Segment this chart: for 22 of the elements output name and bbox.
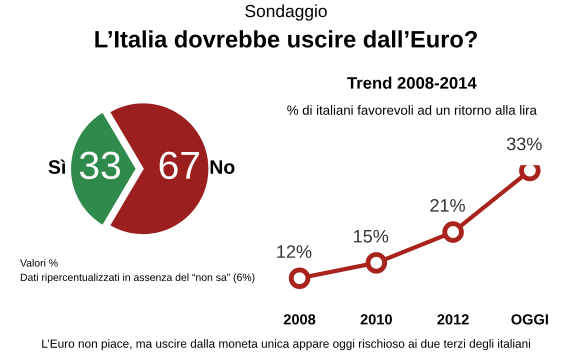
chart-subtitle: % di italiani favorevoli ad un ritorno alla lira	[287, 105, 537, 115]
slice-label: No	[210, 160, 234, 174]
point	[442, 221, 464, 243]
text: L’Euro non piace, ma uscire dalla moneta unica appare oggi rischioso ai due terzi degli italiani	[42, 339, 530, 350]
x-tick-label: 2012	[437, 314, 469, 325]
data-label: 33%	[506, 138, 542, 150]
text: L’Italia dovrebbe uscire dall’Euro?	[95, 30, 477, 48]
text: Valori %	[20, 259, 58, 267]
data-label: 33	[80, 152, 120, 180]
x-tick-label: OGGI	[511, 314, 548, 325]
data-label: 15%	[354, 230, 388, 243]
x-tick-label: 2010	[360, 314, 392, 325]
text: Dati ripercentualizzati in assenza del “non sa” (6%)	[20, 273, 254, 284]
data-label: 67	[160, 152, 200, 180]
data-label: 21%	[430, 199, 465, 212]
slice-label: Sì	[48, 159, 66, 174]
data-label: 12%	[277, 245, 312, 258]
point	[288, 267, 310, 289]
text: Sondaggio	[245, 4, 327, 21]
point	[366, 252, 388, 274]
x-tick-label: 2008	[284, 314, 316, 325]
chart-title: Trend 2008-2014	[347, 76, 477, 89]
